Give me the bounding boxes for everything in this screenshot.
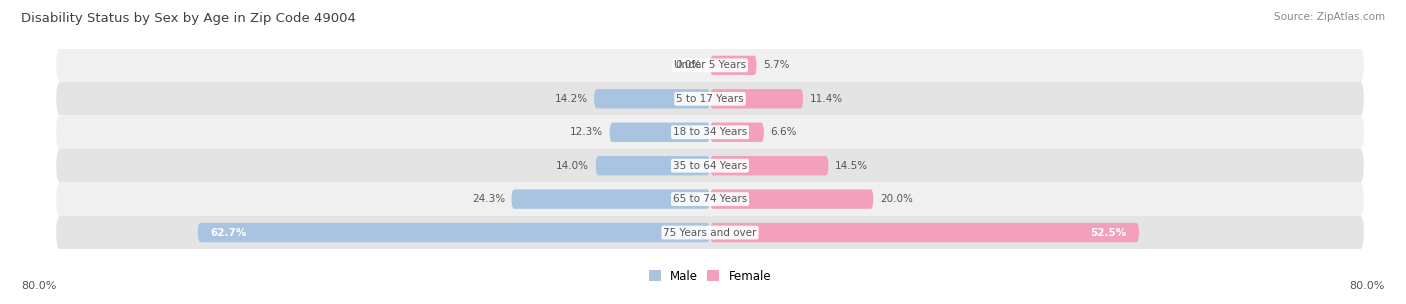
Text: 80.0%: 80.0%	[21, 281, 56, 291]
Text: Source: ZipAtlas.com: Source: ZipAtlas.com	[1274, 12, 1385, 22]
FancyBboxPatch shape	[512, 189, 710, 209]
Text: Under 5 Years: Under 5 Years	[673, 60, 747, 70]
FancyBboxPatch shape	[56, 82, 1364, 116]
Text: 5.7%: 5.7%	[763, 60, 790, 70]
Text: 75 Years and over: 75 Years and over	[664, 228, 756, 237]
Text: 20.0%: 20.0%	[880, 194, 912, 204]
FancyBboxPatch shape	[710, 56, 756, 75]
Text: 14.5%: 14.5%	[835, 161, 868, 171]
FancyBboxPatch shape	[56, 182, 1364, 216]
FancyBboxPatch shape	[56, 216, 1364, 249]
Text: 11.4%: 11.4%	[810, 94, 842, 104]
FancyBboxPatch shape	[610, 123, 710, 142]
Text: 80.0%: 80.0%	[1350, 281, 1385, 291]
FancyBboxPatch shape	[710, 89, 803, 109]
FancyBboxPatch shape	[710, 123, 763, 142]
Text: 52.5%: 52.5%	[1091, 228, 1126, 237]
Text: 14.2%: 14.2%	[554, 94, 588, 104]
Text: 35 to 64 Years: 35 to 64 Years	[673, 161, 747, 171]
FancyBboxPatch shape	[710, 156, 828, 175]
FancyBboxPatch shape	[596, 156, 710, 175]
FancyBboxPatch shape	[710, 189, 873, 209]
Text: 24.3%: 24.3%	[472, 194, 505, 204]
FancyBboxPatch shape	[198, 223, 710, 242]
Text: 5 to 17 Years: 5 to 17 Years	[676, 94, 744, 104]
Text: 14.0%: 14.0%	[557, 161, 589, 171]
Text: 6.6%: 6.6%	[770, 127, 797, 137]
Text: 62.7%: 62.7%	[209, 228, 246, 237]
Legend: Male, Female: Male, Female	[644, 265, 776, 288]
FancyBboxPatch shape	[56, 149, 1364, 182]
Text: 65 to 74 Years: 65 to 74 Years	[673, 194, 747, 204]
FancyBboxPatch shape	[56, 49, 1364, 82]
Text: 18 to 34 Years: 18 to 34 Years	[673, 127, 747, 137]
FancyBboxPatch shape	[593, 89, 710, 109]
FancyBboxPatch shape	[710, 223, 1139, 242]
FancyBboxPatch shape	[56, 116, 1364, 149]
Text: 12.3%: 12.3%	[569, 127, 603, 137]
Text: 0.0%: 0.0%	[676, 60, 702, 70]
Text: Disability Status by Sex by Age in Zip Code 49004: Disability Status by Sex by Age in Zip C…	[21, 12, 356, 25]
